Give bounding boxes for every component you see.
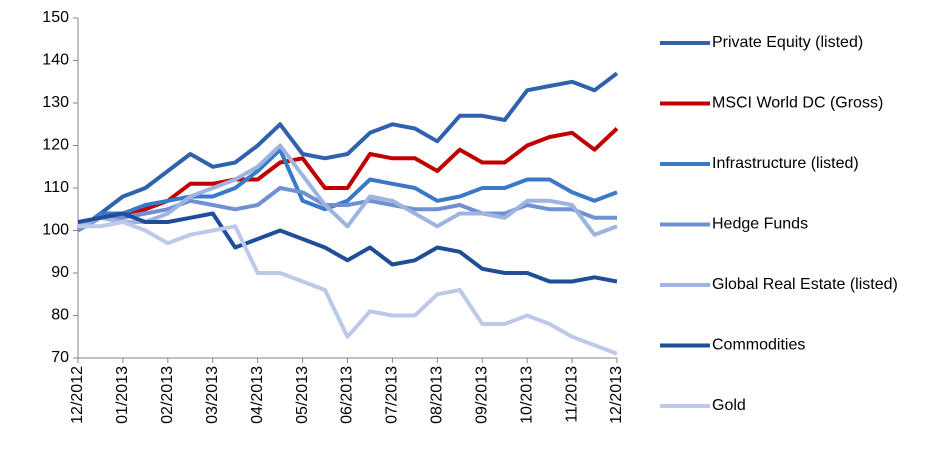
x-tick-label: 11/2013 — [563, 366, 580, 423]
y-tick-label: 80 — [51, 307, 69, 324]
y-tick-label: 70 — [51, 349, 69, 366]
y-tick-label: 130 — [42, 94, 69, 111]
legend-label: Global Real Estate (listed) — [712, 276, 898, 293]
y-tick-label: 120 — [42, 137, 69, 154]
x-tick-label: 05/2013 — [294, 366, 311, 424]
legend-label: Commodities — [712, 337, 805, 354]
y-tick-label: 90 — [51, 264, 69, 281]
legend-label: Infrastructure (listed) — [712, 155, 859, 172]
x-tick-label: 03/2013 — [204, 366, 221, 424]
series-line — [77, 211, 618, 284]
x-tick-label: 12/2013 — [608, 366, 625, 424]
y-tick-label: 150 — [42, 9, 69, 26]
x-tick-label: 08/2013 — [429, 366, 446, 424]
x-tick-label: 09/2013 — [473, 366, 490, 424]
legend-label: Private Equity (listed) — [712, 34, 863, 51]
series-line — [78, 220, 618, 356]
series-line — [76, 71, 619, 233]
x-tick-label: 06/2013 — [339, 366, 356, 424]
series-line — [77, 143, 618, 237]
series-line — [76, 147, 618, 233]
y-tick-label: 110 — [43, 179, 69, 196]
x-tick-label: 01/2013 — [114, 366, 131, 424]
series-line — [77, 186, 617, 233]
x-tick-label: 12/2012 — [69, 366, 86, 424]
x-tick-label: 02/2013 — [159, 366, 176, 424]
legend-label: MSCI World DC (Gross) — [712, 95, 883, 112]
x-tick-label: 10/2013 — [518, 366, 535, 424]
legend-label: Gold — [712, 397, 746, 414]
y-tick-label: 100 — [42, 222, 69, 239]
y-tick-label: 140 — [42, 52, 69, 69]
legend-label: Hedge Funds — [712, 216, 808, 233]
x-tick-label: 04/2013 — [249, 366, 266, 424]
x-tick-label: 07/2013 — [384, 366, 401, 424]
